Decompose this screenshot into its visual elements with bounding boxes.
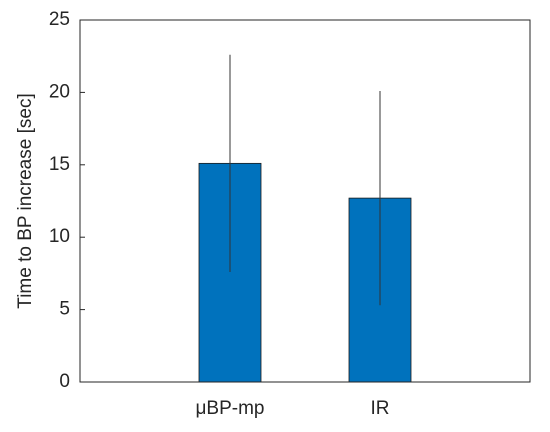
axes-box <box>79 19 531 383</box>
y-tick-label: 20 <box>49 81 70 102</box>
y-tick-label: 10 <box>49 226 70 247</box>
y-tick-label: 5 <box>59 299 70 320</box>
x-tick-label: IR <box>371 398 390 419</box>
y-tick-label: 15 <box>49 154 70 175</box>
y-tick-label: 0 <box>59 371 70 392</box>
y-axis-label: Time to BP increase [sec] <box>15 93 36 308</box>
x-tick-label: μBP-mp <box>195 398 264 419</box>
y-tick-label: 25 <box>49 9 70 30</box>
